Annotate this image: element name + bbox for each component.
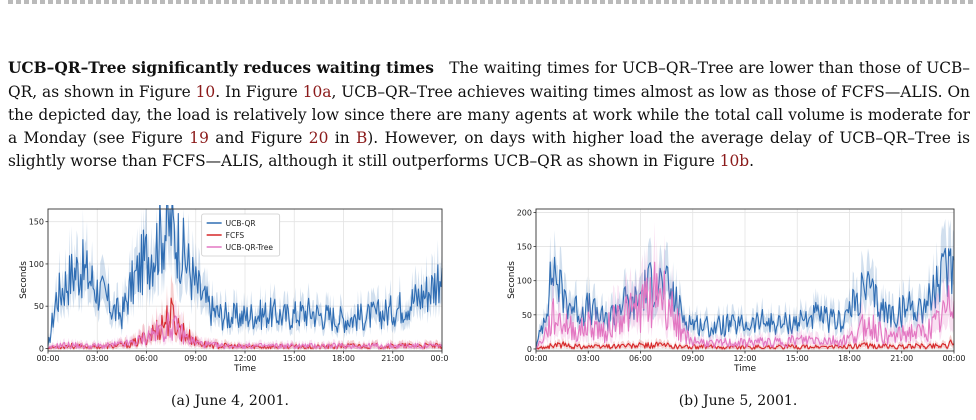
waiting-time-chart-june-4: 00:00 03:00 06:00 09:00 12:00 15:00 18:00 21:00… bbox=[19, 205, 448, 374]
legend-label: FCFS bbox=[226, 231, 245, 240]
series-line bbox=[535, 261, 955, 350]
y-tick-label: 100 bbox=[29, 260, 44, 269]
body-paragraph: UCB–QR–Tree significantly reduces waitin… bbox=[8, 57, 970, 173]
x-tick-label: 12:00 bbox=[233, 354, 256, 363]
text-segment: . In Figure bbox=[215, 82, 303, 101]
figure-ref-link[interactable]: 10b bbox=[719, 152, 750, 171]
x-tick-label: 00:00 bbox=[430, 354, 448, 363]
x-tick-label: 15:00 bbox=[283, 354, 306, 363]
x-tick-label: 06:00 bbox=[135, 354, 158, 363]
x-tick-label: 15:00 bbox=[786, 354, 809, 363]
figure-ref-link[interactable]: 10 bbox=[195, 82, 216, 101]
y-tick-label: 150 bbox=[29, 218, 44, 227]
legend-label: UCB-QR-Tree bbox=[226, 243, 274, 252]
series-line bbox=[535, 247, 955, 350]
x-tick-label: 03:00 bbox=[86, 354, 109, 363]
figure-ref-link[interactable]: 10a bbox=[302, 82, 332, 101]
series-line bbox=[47, 312, 443, 350]
x-tick-label: 21:00 bbox=[890, 354, 913, 363]
y-tick-label: 150 bbox=[517, 243, 532, 252]
legend-box bbox=[201, 213, 281, 257]
x-tick-label: 21:00 bbox=[381, 354, 404, 363]
y-axis-label: Seconds bbox=[507, 261, 517, 299]
waiting-time-chart-june-5: 00:00 03:00 06:00 09:00 12:00 15:00 18:00 21:00… bbox=[507, 208, 966, 374]
x-tick-label: 09:00 bbox=[681, 354, 704, 363]
text-segment: The waiting times for UCB–QR–Tree are lo… bbox=[8, 59, 970, 101]
figure-ref-link[interactable]: 20 bbox=[308, 129, 329, 147]
series-line bbox=[47, 205, 443, 346]
y-axis-label: Seconds bbox=[19, 261, 29, 299]
paragraph-heading: UCB–QR–Tree significantly reduces waitin… bbox=[8, 59, 434, 78]
x-tick-label: 09:00 bbox=[184, 354, 207, 363]
x-tick-label: 00:00 bbox=[36, 354, 59, 363]
y-tick-label: 50 bbox=[522, 311, 532, 320]
x-tick-label: 12:00 bbox=[733, 354, 756, 363]
x-axis-label: Time bbox=[233, 364, 256, 374]
text-segment: and Figure bbox=[208, 129, 309, 147]
figure-caption-a: (a) June 4, 2001. bbox=[171, 393, 289, 409]
x-tick-label: 00:00 bbox=[942, 354, 965, 363]
x-axis-label: Time bbox=[733, 364, 756, 374]
legend-label: UCB-QR bbox=[226, 219, 256, 228]
y-tick-label: 100 bbox=[517, 277, 532, 286]
y-tick-label: 0 bbox=[39, 344, 44, 353]
appendix-ref-link[interactable]: B bbox=[355, 129, 368, 147]
confidence-band bbox=[48, 273, 442, 351]
x-tick-label: 00:00 bbox=[524, 354, 547, 363]
x-tick-label: 06:00 bbox=[629, 354, 652, 363]
y-tick-label: 0 bbox=[527, 345, 532, 354]
confidence-band bbox=[48, 295, 442, 351]
text-segment: . bbox=[749, 152, 755, 171]
cropped-text-remnant bbox=[0, 0, 976, 10]
x-tick-label: 03:00 bbox=[577, 354, 600, 363]
y-tick-label: 200 bbox=[517, 208, 532, 217]
plot-frame bbox=[535, 208, 955, 352]
series-line bbox=[535, 339, 955, 350]
x-tick-label: 18:00 bbox=[332, 354, 355, 363]
x-tick-label: 18:00 bbox=[838, 354, 861, 363]
confidence-band bbox=[536, 334, 954, 351]
figure-caption-b: (b) June 5, 2001. bbox=[678, 393, 798, 409]
plot-frame bbox=[47, 208, 443, 352]
text-segment: , UCB–QR–Tree achieves waiting times alm… bbox=[8, 82, 970, 147]
text-segment: ). However, on days with higher load the… bbox=[8, 129, 971, 171]
y-tick-label: 50 bbox=[34, 302, 44, 311]
text-segment: in bbox=[328, 129, 356, 147]
figure-ref-link[interactable]: 19 bbox=[189, 129, 209, 147]
